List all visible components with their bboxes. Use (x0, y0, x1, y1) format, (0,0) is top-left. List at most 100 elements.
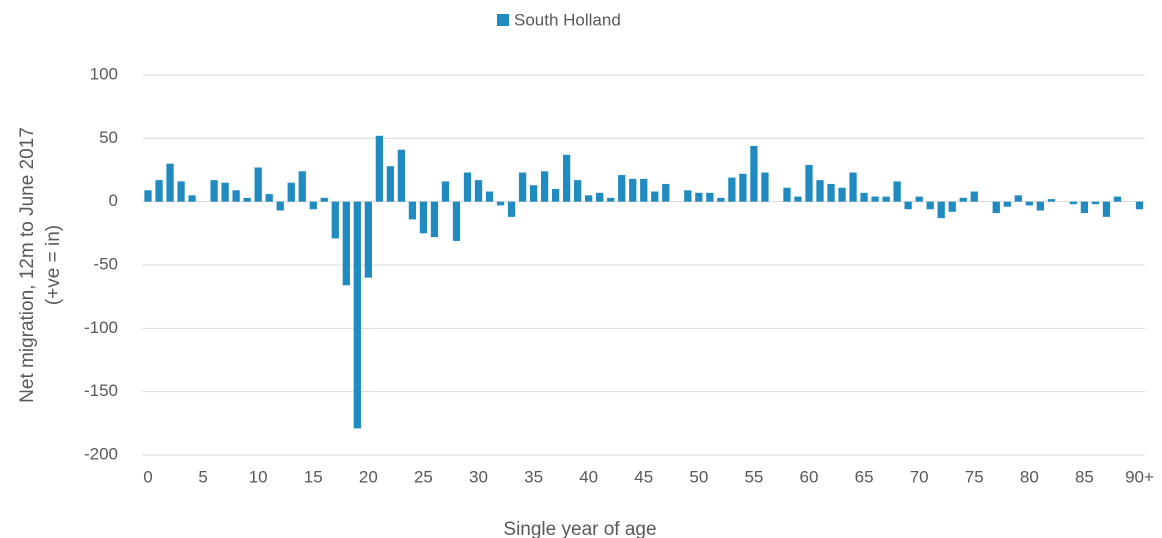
bar (1102, 201, 1111, 217)
bar (342, 201, 350, 286)
bar (805, 164, 813, 202)
bar (177, 181, 185, 202)
bar (551, 189, 560, 202)
bar (430, 201, 439, 238)
x-tick-label: 20 (359, 467, 378, 486)
bar (375, 135, 383, 202)
bar (915, 196, 923, 202)
x-tick-label: 65 (855, 467, 874, 486)
bar (1025, 201, 1033, 206)
bar (574, 180, 582, 202)
bar (254, 167, 262, 202)
bar (496, 201, 505, 206)
bar (948, 201, 956, 212)
bar (904, 201, 912, 210)
bar (618, 175, 626, 202)
bar (717, 197, 725, 202)
bar (761, 172, 769, 202)
bar (320, 197, 328, 202)
bar (838, 187, 846, 202)
y-tick-label: -200 (84, 444, 118, 463)
y-axis-title: Net migration, 12m to June 2017 (17, 127, 38, 403)
x-tick-label: 60 (800, 467, 819, 486)
x-tick-label: 35 (524, 467, 543, 486)
x-tick-label: 45 (634, 467, 653, 486)
bar (1069, 201, 1078, 205)
bar (640, 178, 648, 202)
bar (596, 192, 604, 202)
bar (893, 181, 901, 202)
y-axis-title: (+ve = in) (43, 225, 64, 305)
bar (353, 201, 361, 429)
bar (607, 197, 615, 202)
bar (298, 171, 306, 202)
bar (243, 197, 251, 202)
bar (937, 201, 945, 219)
bar (232, 190, 240, 202)
bar (816, 180, 824, 202)
bar (662, 183, 670, 202)
y-tick-label: 0 (109, 191, 118, 210)
bar (452, 201, 461, 241)
bar (1135, 201, 1144, 210)
bar (1036, 201, 1044, 211)
bar (794, 196, 802, 202)
x-tick-label: 90+ (1125, 467, 1154, 486)
x-tick-label: 80 (1020, 467, 1039, 486)
y-tick-label: -50 (93, 254, 118, 273)
bar (518, 172, 527, 202)
bar (397, 149, 406, 202)
bar (188, 195, 196, 202)
x-tick-label: 0 (143, 467, 152, 486)
x-tick-label: 75 (965, 467, 984, 486)
bar (309, 201, 317, 210)
bar (540, 171, 549, 202)
bar (441, 181, 450, 202)
bar (210, 180, 218, 202)
x-tick-label: 10 (249, 467, 268, 486)
bar (331, 201, 339, 239)
bar (629, 178, 637, 202)
bar (882, 196, 890, 202)
bar (695, 192, 703, 202)
bar (529, 185, 538, 202)
x-tick-label: 55 (744, 467, 763, 486)
legend-swatch (497, 14, 509, 26)
bar (750, 145, 758, 202)
x-axis-title: Single year of age (503, 519, 656, 538)
bar (276, 201, 284, 211)
bar (507, 201, 516, 217)
bar (728, 177, 736, 202)
bar (287, 182, 295, 202)
bar (684, 190, 692, 202)
x-tick-label: 15 (304, 467, 323, 486)
bar (1080, 201, 1089, 214)
y-tick-label: 100 (90, 64, 118, 83)
y-tick-label: -100 (84, 318, 118, 337)
bar (419, 201, 428, 234)
bar (849, 172, 857, 202)
bar (739, 173, 747, 202)
bar (485, 191, 494, 202)
bar (651, 191, 659, 202)
bar (827, 183, 835, 202)
bar (706, 192, 714, 202)
bar (871, 196, 879, 202)
bar (1091, 201, 1100, 205)
x-tick-label: 25 (414, 467, 433, 486)
bar (1014, 195, 1022, 202)
bar (860, 192, 868, 202)
x-tick-label: 50 (689, 467, 708, 486)
x-tick-label: 5 (198, 467, 207, 486)
x-tick-label: 30 (469, 467, 488, 486)
bar (992, 201, 1000, 214)
bar (144, 190, 152, 202)
x-tick-label: 85 (1075, 467, 1094, 486)
bar (959, 197, 967, 202)
y-tick-label: -150 (84, 381, 118, 400)
x-tick-label: 70 (910, 467, 929, 486)
bar (155, 180, 163, 202)
bar (221, 182, 229, 202)
legend-label: South Holland (514, 10, 621, 29)
